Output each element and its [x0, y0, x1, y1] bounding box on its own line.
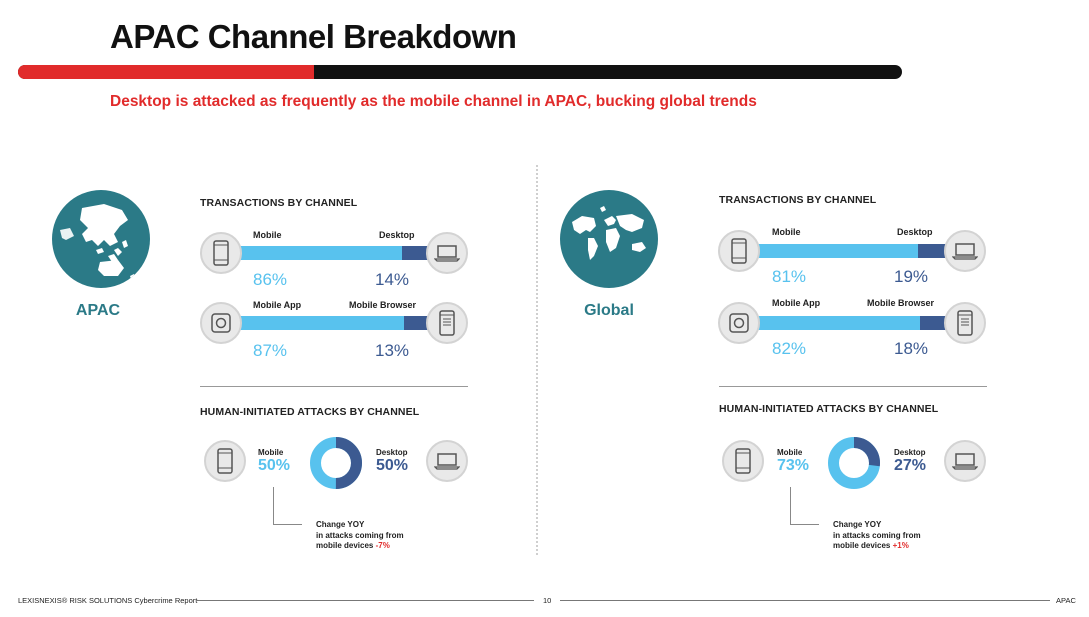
title-underline-bar — [18, 65, 902, 79]
attacks-heading: HUMAN-INITIATED ATTACKS BY CHANNEL — [200, 406, 420, 418]
bar-segment-right — [404, 316, 430, 330]
channel-label-right: Mobile Browser — [349, 300, 417, 310]
laptop-icon — [426, 440, 468, 482]
note-connector — [790, 487, 819, 525]
browser-icon — [426, 302, 468, 344]
transactions-heading: TRANSACTIONS BY CHANNEL — [200, 197, 358, 209]
section-divider — [719, 386, 987, 387]
attacks-heading: HUMAN-INITIATED ATTACKS BY CHANNEL — [719, 403, 939, 415]
app-icon — [718, 302, 760, 344]
percent-right: 19% — [894, 267, 929, 286]
region-label-global: Global — [584, 302, 634, 319]
laptop-icon — [426, 232, 468, 274]
mobile-icon — [204, 440, 246, 482]
donut-segment-desktop — [828, 437, 880, 489]
laptop-icon — [944, 230, 986, 272]
panel-divider — [536, 165, 538, 555]
attacks-donut-chart — [310, 437, 362, 489]
yoy-note: Change YOY in attacks coming from mobile… — [316, 520, 404, 552]
channel-label-right: Desktop — [379, 230, 415, 240]
bar-segment-right — [402, 246, 430, 260]
attack-label-desktop: Desktop — [894, 448, 926, 457]
attack-percent-mobile: 50% — [258, 457, 291, 474]
percent-right: 13% — [375, 341, 410, 360]
footer-section-label: APAC — [1056, 596, 1076, 605]
note-line: mobile devices — [316, 541, 374, 550]
page-title: APAC Channel Breakdown — [110, 18, 517, 55]
transactions-bar-mobile-desktop — [748, 244, 958, 258]
footer-rule-left — [196, 600, 534, 601]
percent-left: 82% — [772, 339, 807, 358]
footer-report-name: LEXISNEXIS® RISK SOLUTIONS Cybercrime Re… — [18, 596, 198, 605]
region-label-apac: APAC — [75, 302, 121, 319]
note-line: in attacks coming from — [833, 530, 921, 540]
page-subtitle: Desktop is attacked as frequently as the… — [110, 93, 757, 110]
app-icon — [200, 302, 242, 344]
page-number: 10 — [543, 596, 552, 605]
note-line: mobile devices — [833, 541, 891, 550]
channel-label-right: Mobile Browser — [867, 298, 935, 308]
mobile-icon — [200, 232, 242, 274]
percent-left: 87% — [253, 341, 288, 360]
attack-percent-desktop: 50% — [376, 457, 409, 474]
yoy-change-value: +1% — [892, 541, 909, 550]
footer-rule-right — [560, 600, 1050, 601]
channel-label-left: Mobile — [772, 227, 801, 237]
channel-label-right: Desktop — [897, 227, 933, 237]
attacks-donut-chart — [828, 437, 880, 489]
attack-label-mobile: Mobile — [258, 448, 284, 457]
percent-left: 86% — [253, 270, 288, 289]
note-line: Change YOY — [316, 520, 365, 529]
yoy-change-value: -7% — [375, 541, 390, 550]
percent-right: 14% — [375, 270, 410, 289]
donut-segment-desktop — [310, 437, 362, 489]
title-underline-accent — [18, 65, 314, 79]
section-divider — [200, 386, 468, 387]
attack-label-mobile: Mobile — [777, 448, 803, 457]
note-line: in attacks coming from — [316, 530, 404, 540]
channel-label-left: Mobile App — [772, 298, 821, 308]
note-connector — [273, 487, 302, 525]
globe-asia-icon — [52, 190, 150, 288]
mobile-icon — [718, 230, 760, 272]
attack-percent-desktop: 27% — [894, 457, 927, 474]
percent-right: 18% — [894, 339, 929, 358]
percent-left: 81% — [772, 267, 807, 286]
note-line: Change YOY — [833, 520, 882, 529]
attack-label-desktop: Desktop — [376, 448, 408, 457]
transactions-bar-app-browser — [748, 316, 958, 330]
channel-label-left: Mobile App — [253, 300, 302, 310]
attack-percent-mobile: 73% — [777, 457, 810, 474]
yoy-note: Change YOY in attacks coming from mobile… — [833, 520, 921, 552]
channel-label-left: Mobile — [253, 230, 282, 240]
transactions-heading: TRANSACTIONS BY CHANNEL — [719, 194, 877, 206]
browser-icon — [944, 302, 986, 344]
transactions-bar-mobile-desktop — [230, 246, 430, 260]
transactions-bar-app-browser — [230, 316, 430, 330]
mobile-icon — [722, 440, 764, 482]
laptop-icon — [944, 440, 986, 482]
globe-world-icon — [560, 190, 658, 288]
